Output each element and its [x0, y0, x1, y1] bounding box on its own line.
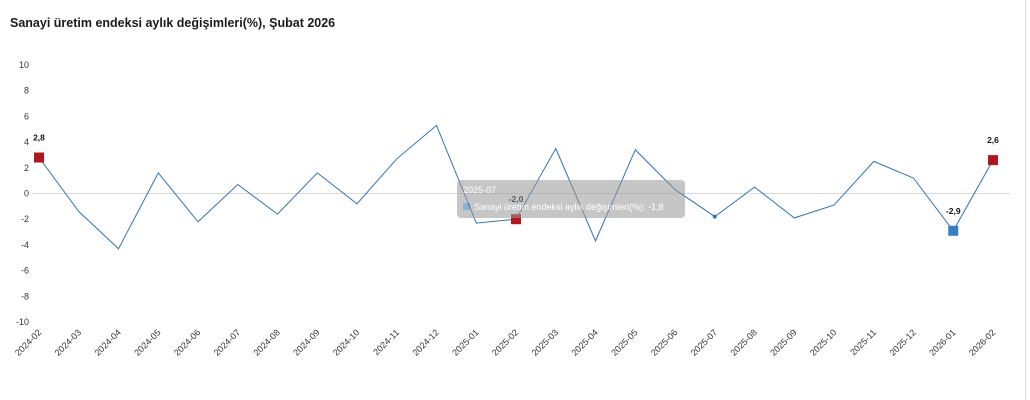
y-tick-label: 4 — [24, 137, 29, 147]
x-tick-label: 2025-02 — [490, 327, 520, 357]
data-point-marker — [948, 225, 959, 236]
y-tick-label: 8 — [24, 86, 29, 96]
x-tick-label: 2025-09 — [768, 327, 798, 357]
x-tick-label: 2024-04 — [92, 327, 122, 357]
data-label: -2,9 — [946, 206, 961, 216]
x-tick-label: 2024-05 — [132, 327, 162, 357]
tooltip: 2025-07 Sanayi üretim endeksi aylık değiş… — [457, 180, 685, 218]
x-tick-label: 2024-10 — [331, 327, 361, 357]
y-tick-label: 0 — [24, 189, 29, 199]
x-tick-label: 2024-07 — [212, 327, 242, 357]
x-tick-label: 2025-04 — [569, 327, 599, 357]
y-tick-label: -6 — [21, 266, 29, 276]
y-tick-label: -8 — [21, 291, 29, 301]
y-tick-label: -2 — [21, 214, 29, 224]
tooltip-body: Sanayi üretim endeksi aylık değişimleri(… — [474, 202, 664, 212]
data-point-marker — [988, 155, 998, 166]
chart-title: Sanayi üretim endeksi aylık değişimleri(… — [10, 16, 336, 30]
x-tick-label: 2024-06 — [172, 327, 202, 357]
x-tick-label: 2024-02 — [13, 327, 43, 357]
x-tick-label: 2025-01 — [450, 327, 480, 357]
y-tick-label: 10 — [19, 60, 29, 70]
x-tick-label: 2026-02 — [967, 327, 997, 357]
y-tick-label: 2 — [24, 163, 29, 173]
panel-border — [1025, 0, 1026, 400]
tooltip-box — [457, 180, 685, 218]
x-tick-label: 2026-01 — [927, 327, 957, 357]
hover-point — [712, 214, 717, 219]
tooltip-header: 2025-07 — [463, 185, 496, 195]
x-tick-label: 2024-12 — [410, 327, 440, 357]
x-tick-label: 2024-11 — [371, 327, 401, 357]
y-tick-label: 6 — [24, 111, 29, 121]
x-tick-label: 2024-09 — [291, 327, 321, 357]
y-tick-label: -10 — [16, 317, 29, 327]
data-point-marker — [511, 214, 521, 225]
x-tick-label: 2025-06 — [649, 327, 679, 357]
tooltip-series-swatch — [463, 203, 470, 210]
x-tick-label: 2024-08 — [251, 327, 281, 357]
x-tick-label: 2024-03 — [53, 327, 83, 357]
x-tick-label: 2025-11 — [848, 327, 878, 357]
data-label: 2,8 — [33, 133, 45, 143]
y-tick-label: -4 — [21, 240, 29, 250]
data-point-marker — [34, 152, 44, 163]
x-tick-label: 2025-05 — [609, 327, 639, 357]
data-label: 2,6 — [987, 135, 999, 145]
x-tick-label: 2025-10 — [808, 327, 838, 357]
x-tick-label: 2025-12 — [887, 327, 917, 357]
x-tick-label: 2025-08 — [728, 327, 758, 357]
x-tick-label: 2025-03 — [530, 327, 560, 357]
x-tick-label: 2025-07 — [689, 327, 719, 357]
